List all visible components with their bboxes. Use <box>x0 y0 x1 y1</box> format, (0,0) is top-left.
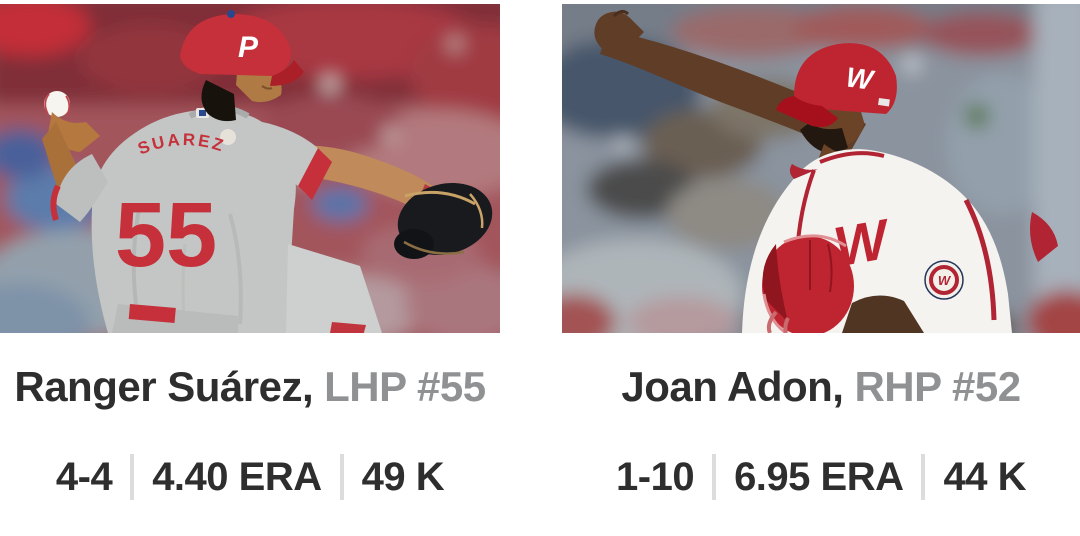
stat-record: 1-10 <box>616 455 695 499</box>
nationals-cap: W <box>776 43 897 127</box>
nationals-sleeve-patch-icon: W <box>924 260 964 300</box>
player-photo-home: W W <box>562 4 1080 333</box>
player-photo-away: P SUAREZ 55 <box>0 4 500 333</box>
player-name-line: Ranger Suárez, LHP #55 <box>0 366 500 408</box>
away-pitcher-illustration: P SUAREZ 55 <box>0 4 500 333</box>
stat-strikeouts: 49 K <box>361 455 445 499</box>
stat-strikeouts: 44 K <box>943 455 1026 499</box>
new-era-logo-icon <box>878 98 890 107</box>
away-pitcher-figure: P SUAREZ 55 <box>42 10 493 333</box>
stat-era: 6.95 ERA <box>734 455 904 499</box>
phillies-cap: P <box>180 10 304 86</box>
stat-divider <box>339 454 344 500</box>
player-name: Ranger Suárez, <box>14 363 314 410</box>
player-stats-row: 4-4 4.40 ERA 49 K <box>0 454 500 500</box>
player-card-home: W W <box>562 0 1080 536</box>
stat-divider <box>712 454 717 500</box>
stat-era: 4.40 ERA <box>152 455 322 499</box>
baseball-glove-icon <box>394 182 493 259</box>
home-pitcher-figure: W W <box>594 9 1058 333</box>
baseball-icon <box>44 91 71 117</box>
stat-record: 4-4 <box>55 455 113 499</box>
baseball-glove-icon <box>762 234 854 333</box>
phillies-cap-logo-icon: P <box>238 31 259 64</box>
player-stats-row: 1-10 6.95 ERA 44 K <box>562 454 1080 500</box>
nike-swoosh-icon <box>789 164 818 179</box>
player-position: LHP #55 <box>324 363 486 410</box>
player-card-away: P SUAREZ 55 Ranger Suárez, LHP #55 4-4 4.… <box>0 0 500 536</box>
stat-divider <box>921 454 926 500</box>
player-name: Joan Adon, <box>621 363 844 410</box>
stat-divider <box>130 454 135 500</box>
player-position: RHP #52 <box>854 363 1021 410</box>
svg-text:W: W <box>938 273 952 288</box>
player-name-line: Joan Adon, RHP #52 <box>562 366 1080 408</box>
sleeve-patch-icon <box>220 129 236 145</box>
jersey-number-text: 55 <box>115 184 217 286</box>
home-pitcher-illustration: W W <box>562 4 1080 333</box>
